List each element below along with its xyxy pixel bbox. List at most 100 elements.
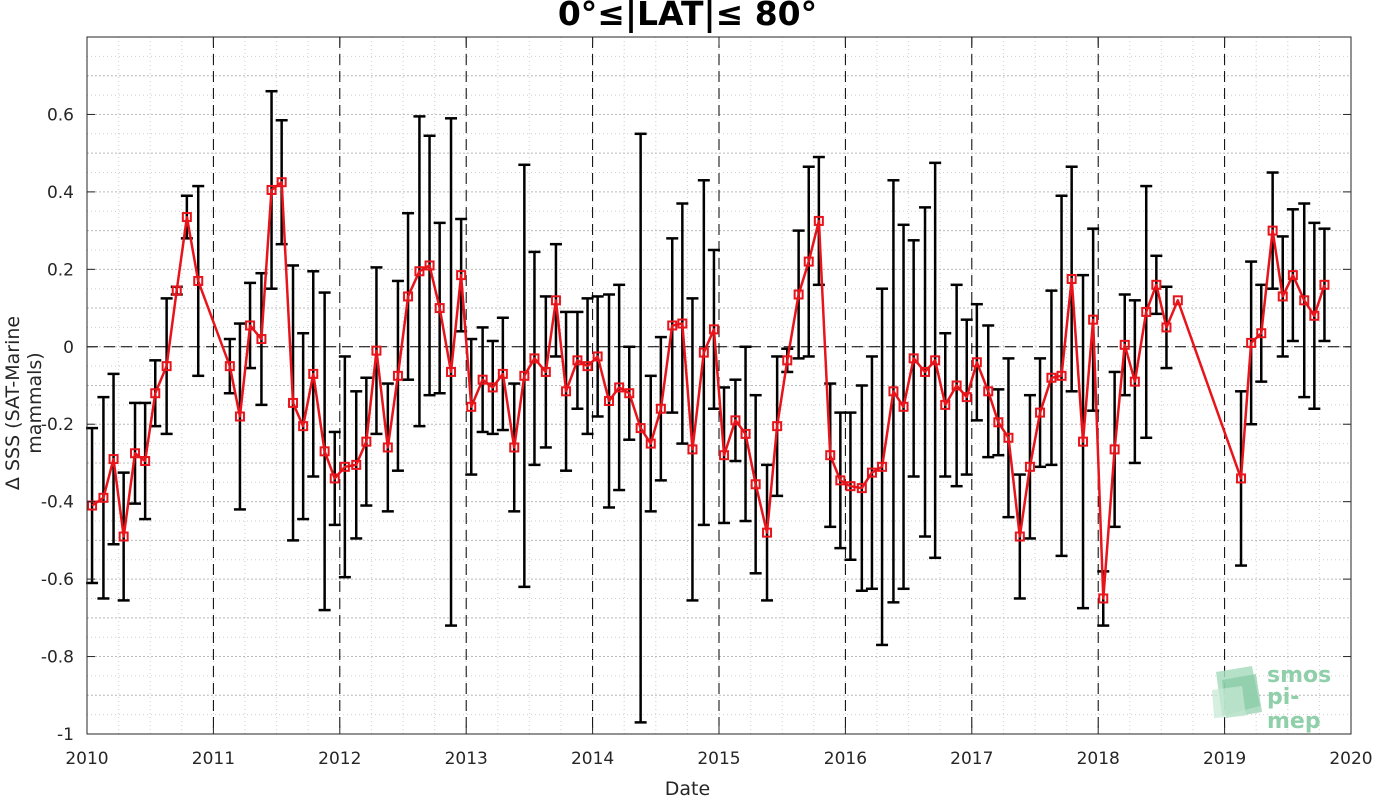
data-point: [920, 366, 931, 377]
data-point: [677, 318, 688, 329]
chart-title: 0°≤|LAT|≤ 80°: [557, 0, 818, 33]
logo-text-smos: smos: [1267, 663, 1332, 688]
y-tick-label: 0: [63, 338, 74, 358]
data-point: [181, 212, 192, 223]
y-tick-labels: 0.6 0.4 0.2 0 -0.2 -0.4 -0.6 -0.8 -1: [41, 105, 74, 745]
x-tick-label: 2014: [571, 749, 614, 769]
logo-tile-icon: [1212, 666, 1262, 718]
data-point: [224, 361, 235, 372]
data-point: [645, 438, 656, 449]
data-point: [351, 459, 362, 470]
data-point: [1151, 279, 1162, 290]
data-point: [446, 366, 457, 377]
data-point: [1109, 444, 1120, 455]
data-point: [477, 374, 488, 385]
data-point: [856, 483, 867, 494]
data-point: [667, 320, 678, 331]
data-point: [308, 368, 319, 379]
data-point: [1246, 337, 1257, 348]
y-tick-label: -0.4: [41, 493, 74, 513]
data-point: [140, 456, 151, 467]
data-point: [940, 399, 951, 410]
data-point: [635, 423, 646, 434]
data-point: [908, 353, 919, 364]
series-markers: [87, 177, 1330, 604]
data-point: [687, 444, 698, 455]
data-point: [845, 481, 856, 492]
data-point: [1024, 461, 1035, 472]
data-point: [655, 403, 666, 414]
data-point: [98, 492, 109, 503]
data-point: [171, 285, 182, 296]
data-point: [1088, 314, 1099, 325]
data-point: [118, 531, 129, 542]
data-point: [234, 411, 245, 422]
x-tick-label: 2016: [824, 749, 867, 769]
data-point: [403, 291, 414, 302]
data-point: [1267, 225, 1278, 236]
y-tick-label: 0.4: [47, 183, 74, 203]
data-point: [1014, 531, 1025, 542]
data-point: [298, 421, 309, 432]
data-point: [898, 401, 909, 412]
data-point: [434, 303, 445, 314]
data-point: [762, 527, 773, 538]
data-point: [329, 473, 340, 484]
x-tick-label: 2011: [192, 749, 235, 769]
data-point: [256, 334, 267, 345]
data-point: [877, 461, 888, 472]
data-point: [1172, 295, 1183, 306]
data-point: [424, 260, 435, 271]
data-point: [1098, 593, 1109, 604]
data-point: [1256, 328, 1267, 339]
data-point: [1236, 473, 1247, 484]
data-point: [730, 415, 741, 426]
data-point: [529, 353, 540, 364]
data-point: [150, 388, 161, 399]
data-point: [1056, 370, 1067, 381]
data-point: [1129, 376, 1140, 387]
data-point: [161, 361, 172, 372]
data-point: [1287, 270, 1298, 281]
x-axis-label: Date: [664, 778, 711, 800]
data-point: [614, 382, 625, 393]
data-point: [835, 475, 846, 486]
axis-ticks: [86, 37, 1352, 735]
y-axis-label: Δ SSS (SAT-Marine mammals): [2, 315, 46, 491]
data-point: [392, 370, 403, 381]
data-point: [698, 347, 709, 358]
x-tick-label: 2010: [65, 749, 108, 769]
data-point: [108, 454, 119, 465]
data-point: [750, 479, 761, 490]
data-point: [1141, 306, 1152, 317]
data-point: [288, 397, 299, 408]
data-point: [951, 380, 962, 391]
data-point: [509, 442, 520, 453]
data-point: [1161, 322, 1172, 333]
data-point: [130, 448, 141, 459]
data-point: [456, 270, 467, 281]
y-tick-label: -0.2: [41, 415, 74, 435]
y-tick-label: -1: [57, 725, 74, 745]
data-point: [519, 370, 530, 381]
data-point: [740, 428, 751, 439]
data-point: [193, 275, 204, 286]
x-tick-label: 2019: [1203, 749, 1246, 769]
data-point: [772, 421, 783, 432]
data-point: [466, 401, 477, 412]
data-point: [813, 215, 824, 226]
data-point: [1035, 407, 1046, 418]
y-tick-label: -0.6: [41, 570, 74, 590]
data-point: [1119, 339, 1130, 350]
data-point: [825, 450, 836, 461]
x-tick-label: 2018: [1077, 749, 1120, 769]
data-point: [540, 366, 551, 377]
data-point: [339, 461, 350, 472]
data-point: [803, 256, 814, 267]
data-point: [708, 324, 719, 335]
data-point: [961, 392, 972, 403]
x-tick-label: 2020: [1329, 749, 1372, 769]
data-point: [1277, 291, 1288, 302]
data-point: [382, 442, 393, 453]
